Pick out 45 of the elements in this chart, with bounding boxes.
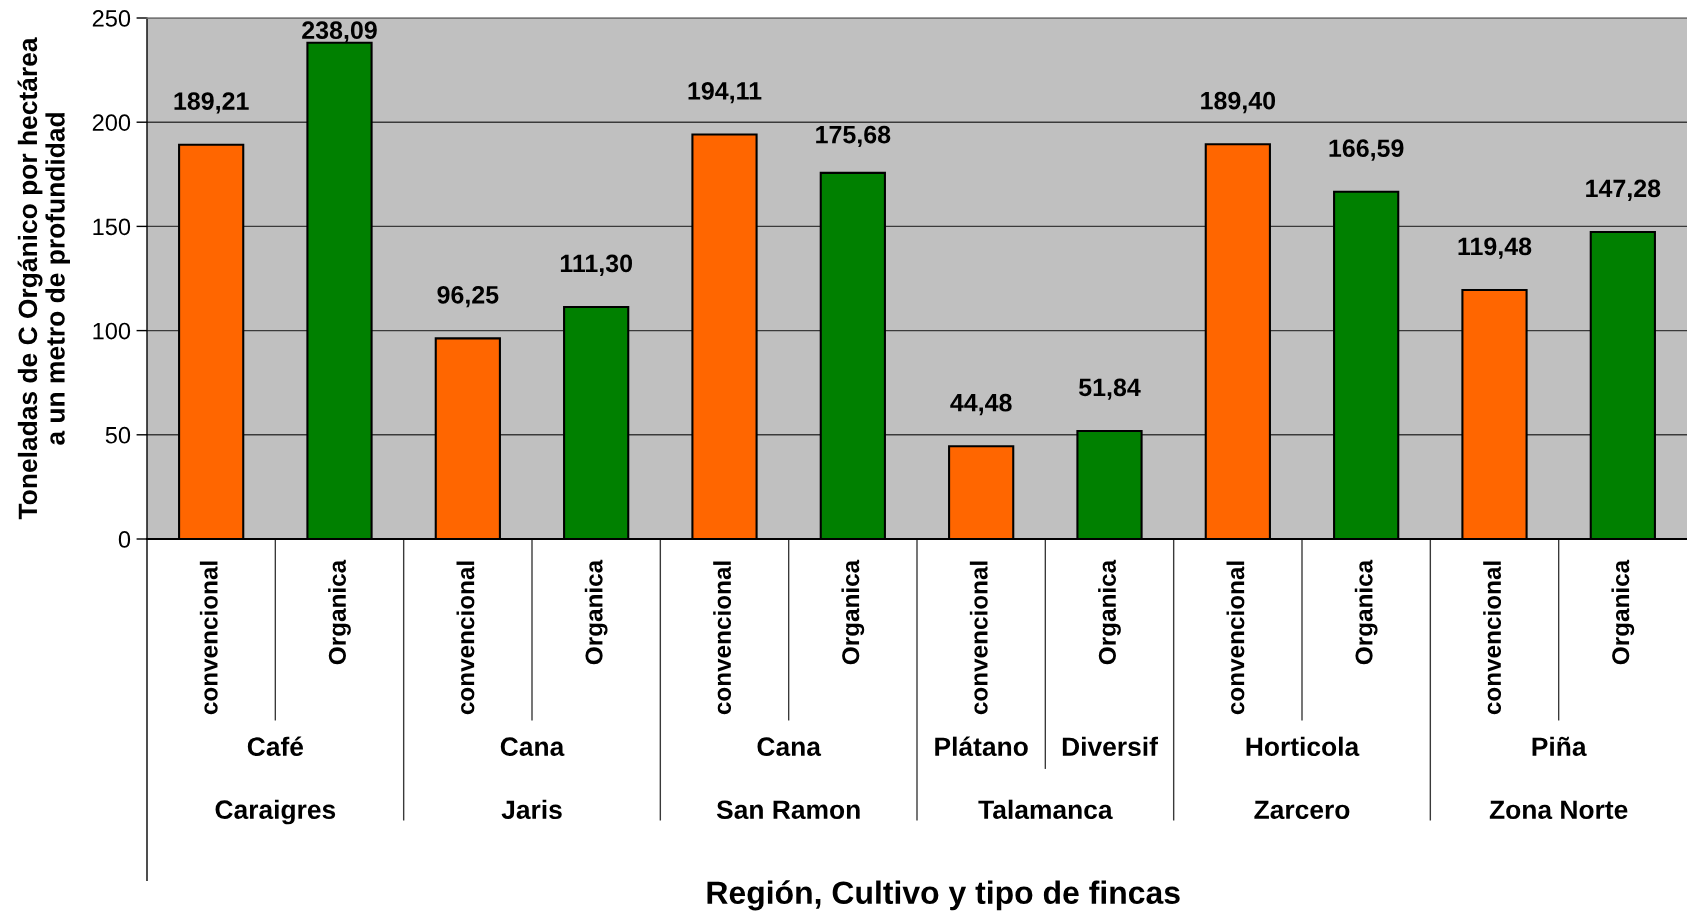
x-tick-label: Organica: [1098, 559, 1121, 665]
data-label: 189,40: [1201, 91, 1276, 114]
text: Horticola: [1246, 736, 1360, 757]
text: Plátano: [935, 736, 1028, 757]
y-axis-title: Toneladas de C Orgánico por hectárea a un metro de profundidad: [17, 37, 70, 520]
y-tick-label: 150: [93, 218, 131, 236]
text: Piña: [1532, 736, 1587, 757]
text: Talamanca: [978, 799, 1113, 820]
data-label: 175,68: [816, 125, 891, 148]
y-tick-label: 250: [92, 10, 131, 27]
data-label: 111,30: [560, 254, 632, 276]
x-tick-label: convencional: [969, 561, 988, 715]
data-label: 238,09: [302, 21, 377, 43]
data-label: 44,48: [950, 393, 1012, 416]
x-tick-label: convencional: [456, 561, 475, 715]
text: Zona Norte: [1489, 800, 1628, 820]
data-label: 119,48: [1458, 237, 1532, 259]
x-tick-label: convencional: [1226, 561, 1245, 715]
data-label: 51,84: [1078, 378, 1141, 400]
x-tick-label: Organica: [328, 559, 351, 665]
y-tick-label: 200: [92, 114, 131, 131]
x-tick-label: convencional: [199, 561, 218, 715]
y-tick-label: 100: [93, 322, 131, 340]
text: Diversif: [1062, 736, 1158, 757]
data-label: 189,21: [174, 92, 249, 114]
y-tick-label: 0: [118, 531, 131, 548]
x-tick-label: Organica: [1611, 559, 1635, 665]
text: Cana: [757, 737, 822, 757]
data-label: 147,28: [1586, 179, 1661, 201]
data-label: 194,11: [688, 82, 762, 104]
text: Región, Cultivo y tipo de fincas: [707, 880, 1180, 911]
x-tick-label: convencional: [1483, 561, 1502, 715]
text: Jaris: [501, 799, 562, 820]
data-label: 96,25: [437, 285, 499, 308]
x-tick-label: convencional: [713, 561, 732, 715]
x-tick-label: Organica: [584, 559, 608, 665]
text: San Ramon: [716, 800, 860, 820]
x-tick-label: Organica: [841, 559, 865, 665]
x-tick-label: Organica: [1354, 559, 1378, 665]
text: Café: [247, 736, 304, 757]
text: Caraigres: [215, 799, 336, 825]
data-label: 166,59: [1329, 139, 1404, 161]
y-tick-label: 50: [105, 426, 131, 444]
text: Cana: [500, 737, 565, 757]
text: Zarcero: [1254, 800, 1350, 820]
